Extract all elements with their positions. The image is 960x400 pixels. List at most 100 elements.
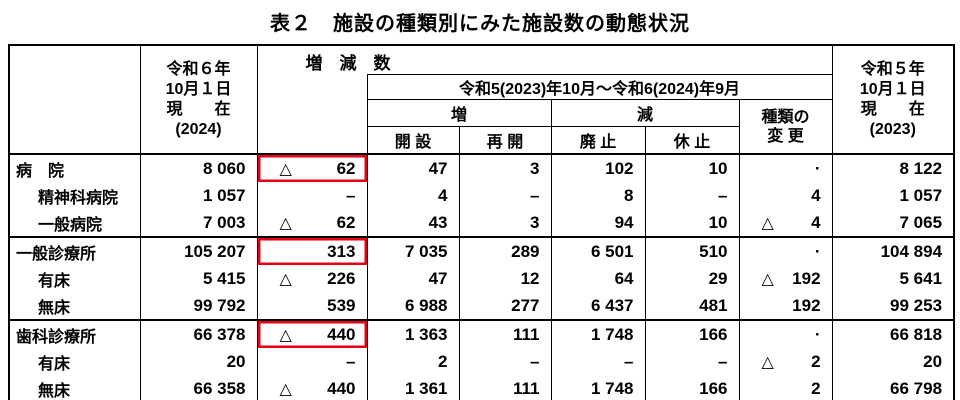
cell-current-2024: 8 060 [139, 153, 258, 182]
table-header: 令和６年 10月１日 現 在 (2024) 増 減 数 令和５年 10月１日 現… [9, 45, 955, 155]
cell-value: 2 [811, 378, 821, 398]
net-change-label: 増 減 数 [305, 54, 391, 73]
header-line: 種類の [761, 108, 810, 126]
cell-reopened: 289 [458, 236, 552, 265]
header-type-change: 種類の 変 更 [738, 99, 833, 155]
cell-value: 6 988 [404, 295, 448, 315]
header-line: 令和５年 [860, 60, 925, 78]
cell-value: 6 501 [590, 241, 634, 261]
cell-reopened: 12 [458, 265, 552, 292]
cell-net-change: – [256, 182, 368, 209]
cell-net-change: △ 440 [256, 375, 368, 400]
cell-value: 62 [336, 212, 356, 232]
cell-value: 1 748 [590, 378, 634, 398]
cell-suspended: – [644, 348, 740, 375]
cell-value: 192 [792, 268, 821, 288]
cell-value: 29 [708, 268, 728, 288]
cell-value: 102 [605, 158, 634, 178]
cell-value: 1 363 [404, 324, 448, 344]
cell-opened: 2 [366, 348, 460, 375]
cell-value: 3 [530, 212, 540, 232]
cell-current-2023: 7 065 [831, 209, 955, 237]
row-label: 一般病院 [8, 209, 141, 237]
cell-net-change: △ 62 [256, 209, 368, 237]
cell-value: 1 361 [404, 378, 448, 398]
cell-value: 440 [327, 324, 356, 344]
triangle-negative-mark: △ [761, 214, 774, 232]
table-container: 令和６年 10月１日 現 在 (2024) 増 減 数 令和５年 10月１日 現… [8, 44, 956, 400]
header-suspended: 休 止 [644, 126, 740, 155]
triangle-negative-mark: △ [279, 326, 292, 344]
cell-value: – [530, 185, 540, 205]
header-opened: 開 設 [366, 126, 460, 155]
triangle-negative-mark: △ [279, 160, 292, 178]
header-increase: 増 [366, 99, 552, 127]
cell-value: 10 [708, 212, 728, 232]
cell-opened: 7 035 [366, 236, 460, 265]
cell-type-change: △ 2 [738, 348, 833, 375]
cell-value: 99 792 [193, 295, 246, 315]
header-reopened: 再 開 [458, 126, 552, 155]
cell-value: 5 641 [899, 268, 943, 288]
cell-net-change-highlighted: 313 [256, 236, 368, 265]
cell-value: 12 [520, 268, 540, 288]
header-line: (2024) [175, 120, 222, 138]
cell-value: 1 057 [899, 185, 943, 205]
cell-value: 66 378 [193, 324, 246, 344]
header-net-change: 増 減 数 [256, 45, 833, 75]
cell-value: 20 [923, 351, 943, 371]
cell-value: 20 [226, 351, 246, 371]
header-row-4: 開 設 再 開 廃 止 休 止 [9, 126, 954, 155]
cell-current-2023: 1 057 [831, 182, 955, 209]
cell-current-2024: 20 [139, 348, 258, 375]
cell-reopened: 111 [458, 375, 552, 400]
net-change-column-spacer [256, 74, 368, 154]
cell-opened: 43 [366, 209, 460, 237]
triangle-negative-mark: △ [761, 270, 774, 288]
cell-discontinued: 94 [550, 209, 646, 237]
row-label: 有床 [8, 348, 141, 375]
cell-net-change: 539 [256, 292, 368, 320]
cell-value: 510 [699, 241, 728, 261]
row-label: 精神科病院 [8, 182, 141, 209]
cell-value: – [718, 185, 728, 205]
cell-value: · [814, 241, 821, 261]
cell-discontinued: 1 748 [550, 319, 646, 348]
cell-value: 66 358 [193, 378, 246, 398]
header-line: 現 在 [166, 100, 231, 118]
cell-value: 277 [511, 295, 540, 315]
cell-value: – [346, 351, 356, 371]
cell-value: 3 [530, 158, 540, 178]
cell-value: 4 [811, 185, 821, 205]
cell-value: 99 253 [890, 295, 943, 315]
cell-discontinued: 64 [550, 265, 646, 292]
cell-suspended: 29 [644, 265, 740, 292]
cell-value: 10 [708, 158, 728, 178]
table-row: 一般診療所 105 207 313 7 035 289 6 501 510 · 104 894 [8, 236, 955, 265]
cell-type-change: △ 192 [738, 265, 833, 292]
cell-suspended: 481 [644, 292, 740, 320]
header-line: (2023) [869, 120, 916, 138]
cell-value: 481 [699, 295, 728, 315]
cell-value: 166 [699, 378, 728, 398]
cell-discontinued: 1 748 [550, 375, 646, 400]
cell-value: 7 065 [899, 212, 943, 232]
cell-current-2024: 66 378 [139, 319, 258, 348]
cell-value: 192 [792, 295, 821, 315]
cell-discontinued: 8 [550, 182, 646, 209]
header-line: 10月１日 [165, 80, 232, 98]
table-row: 無床 99 792 539 6 988 277 6 437 481 192 99 253 [8, 292, 955, 320]
cell-current-2023: 8 122 [831, 153, 955, 182]
cell-value: 5 415 [202, 268, 246, 288]
cell-value: 7 003 [202, 212, 246, 232]
cell-current-2023: 66 798 [831, 375, 955, 400]
cell-value: 94 [614, 212, 634, 232]
cell-net-change: – [256, 348, 368, 375]
cell-value: – [624, 351, 634, 371]
triangle-negative-mark: △ [279, 380, 292, 398]
row-label: 無床 [8, 292, 141, 320]
cell-value: 4 [811, 212, 821, 232]
cell-suspended: 510 [644, 236, 740, 265]
cell-value: 440 [327, 378, 356, 398]
